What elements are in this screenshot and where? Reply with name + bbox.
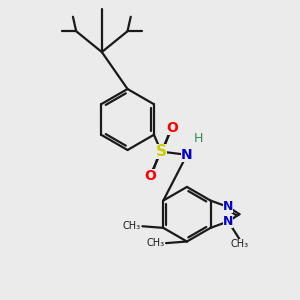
Text: CH₃: CH₃: [123, 221, 141, 231]
Text: CH₃: CH₃: [146, 238, 164, 248]
Text: N: N: [223, 215, 233, 228]
Text: O: O: [144, 169, 156, 183]
Text: CH₃: CH₃: [230, 239, 248, 249]
Text: N: N: [223, 200, 233, 214]
Text: H: H: [194, 132, 203, 145]
Text: S: S: [156, 144, 167, 159]
Text: N: N: [181, 148, 193, 162]
Text: O: O: [167, 121, 178, 134]
